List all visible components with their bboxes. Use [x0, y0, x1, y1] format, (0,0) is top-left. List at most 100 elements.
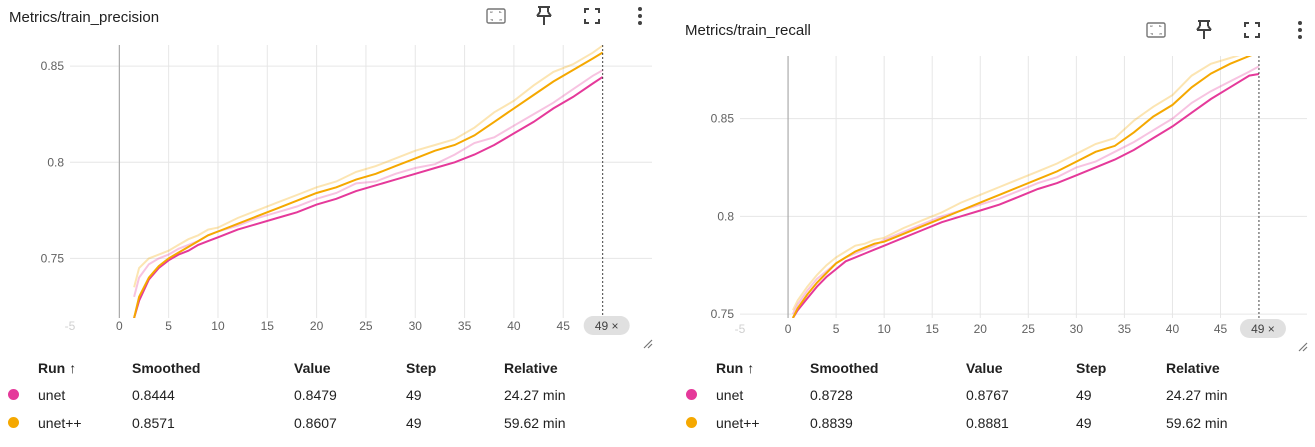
relative-time: 24.27 min — [504, 387, 566, 403]
card-title: Metrics/train_precision — [9, 9, 160, 26]
x-tick-label: 30 — [409, 319, 423, 333]
table-header-row: Run ↑ Smoothed Value Step Relative — [686, 355, 1286, 381]
x-tick-label: 45 — [557, 319, 571, 333]
table-row: unet++ 0.8839 0.8881 49 59.62 min — [686, 409, 1286, 437]
step-value: 49 — [406, 387, 422, 403]
header-smoothed[interactable]: Smoothed — [810, 360, 879, 376]
fit-domain-icon — [486, 8, 506, 24]
x-tick-label: 0 — [116, 319, 123, 333]
fullscreen-button[interactable] — [578, 2, 606, 30]
sort-arrow-icon: ↑ — [747, 360, 755, 376]
smoothed-value: 0.8571 — [132, 415, 175, 431]
run-color-swatch — [686, 417, 697, 428]
metric-card-precision: Metrics/train_precision -5 0 5 10 15 20 25 30 35… — [0, 0, 660, 437]
metric-card-recall: Metrics/train_recall -5 0 5 10 15 20 25 30 35 40 4… — [672, 0, 1315, 447]
x-tick-label: 20 — [310, 319, 324, 333]
relative-time: 24.27 min — [1166, 387, 1228, 403]
raw-value: 0.8767 — [966, 387, 1009, 403]
table-row: unet 0.8728 0.8767 49 24.27 min — [686, 381, 1286, 409]
raw-value: 0.8881 — [966, 415, 1009, 431]
raw-value: 0.8607 — [294, 415, 337, 431]
x-tick-label: 25 — [1022, 322, 1036, 336]
header-step[interactable]: Step — [406, 360, 437, 376]
step-value: 49 — [1076, 387, 1092, 403]
runs-table: Run ↑ Smoothed Value Step Relative unet 0… — [686, 355, 1286, 437]
pin-button[interactable] — [530, 2, 558, 30]
header-value[interactable]: Value — [294, 360, 331, 376]
resize-handle-icon — [643, 339, 653, 349]
step-value: 49 — [1076, 415, 1092, 431]
step-badge-label: 49 × — [1251, 322, 1275, 336]
more-options-button[interactable] — [626, 2, 654, 30]
raw-value: 0.8479 — [294, 387, 337, 403]
x-tick-label: 25 — [359, 319, 373, 333]
fit-domain-button[interactable] — [1142, 16, 1170, 44]
x-tick-label: 10 — [211, 319, 225, 333]
fullscreen-icon — [1244, 22, 1260, 38]
step-badge — [583, 316, 630, 335]
run-name: unet++ — [38, 415, 82, 431]
run-name: unet — [38, 387, 66, 403]
header-smoothed[interactable]: Smoothed — [132, 360, 201, 376]
relative-time: 59.62 min — [504, 415, 566, 431]
fit-domain-button[interactable] — [482, 2, 510, 30]
smoothed-value: 0.8839 — [810, 415, 853, 431]
header-run[interactable]: Run ↑ — [38, 360, 77, 376]
step-badge-label: 49 × — [595, 319, 619, 333]
x-tick-label: 45 — [1214, 322, 1228, 336]
more-vert-icon — [1298, 21, 1302, 39]
card-toolbar — [1142, 16, 1314, 44]
x-tick-label: 40 — [1166, 322, 1180, 336]
smoothed-line-unet — [792, 73, 1260, 318]
run-name: unet — [716, 387, 744, 403]
pin-icon — [1196, 20, 1212, 39]
smoothed-line-unet++ — [792, 56, 1253, 318]
x-tick-label: -5 — [65, 319, 76, 333]
step-badge — [1239, 319, 1286, 338]
x-tick-label: 35 — [1118, 322, 1132, 336]
fullscreen-icon — [584, 8, 600, 24]
pin-icon — [536, 6, 552, 25]
relative-time: 59.62 min — [1166, 415, 1228, 431]
y-tick-label: 0.85 — [711, 112, 735, 126]
smoothed-value: 0.8728 — [810, 387, 853, 403]
runs-table: Run ↑ Smoothed Value Step Relative unet 0… — [8, 355, 624, 437]
raw-line-unet — [792, 65, 1260, 315]
card-toolbar — [482, 2, 654, 30]
run-color-swatch — [8, 417, 19, 428]
plot-series-group — [792, 56, 1260, 318]
table-row: unet 0.8444 0.8479 49 24.27 min — [8, 381, 624, 409]
run-color-swatch — [8, 389, 19, 400]
raw-line-unet++ — [133, 45, 604, 288]
table-header-row: Run ↑ Smoothed Value Step Relative — [8, 355, 624, 381]
smoothed-value: 0.8444 — [132, 387, 175, 403]
more-vert-icon — [638, 7, 642, 25]
table-row: unet++ 0.8571 0.8607 49 59.62 min — [8, 409, 624, 437]
header-run[interactable]: Run ↑ — [716, 360, 755, 376]
x-tick-label: 20 — [974, 322, 988, 336]
header-value[interactable]: Value — [966, 360, 1003, 376]
fullscreen-button[interactable] — [1238, 16, 1266, 44]
x-tick-label: 30 — [1070, 322, 1084, 336]
header-relative[interactable]: Relative — [1166, 360, 1220, 376]
plot-series-group — [133, 45, 604, 318]
header-step[interactable]: Step — [1076, 360, 1107, 376]
header-relative[interactable]: Relative — [504, 360, 558, 376]
run-name: unet++ — [716, 415, 760, 431]
y-tick-label: 0.75 — [41, 251, 65, 265]
run-color-swatch — [686, 389, 697, 400]
x-tick-label: 5 — [165, 319, 172, 333]
x-tick-label: 15 — [261, 319, 275, 333]
pin-button[interactable] — [1190, 16, 1218, 44]
raw-line-unet++ — [792, 56, 1241, 311]
resize-handle-icon — [1298, 342, 1308, 352]
raw-line-unet — [133, 69, 604, 298]
more-options-button[interactable] — [1286, 16, 1314, 44]
x-tick-label: -5 — [735, 322, 746, 336]
x-tick-label: 40 — [507, 319, 521, 333]
x-tick-label: 15 — [926, 322, 940, 336]
smoothed-line-unet++ — [133, 51, 604, 318]
sort-arrow-icon: ↑ — [69, 360, 77, 376]
